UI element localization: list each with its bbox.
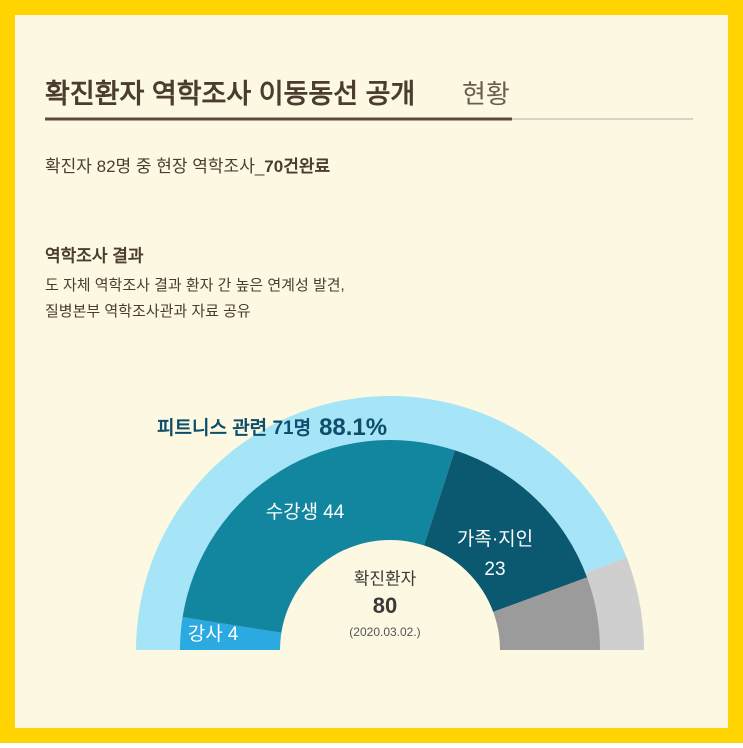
segment-name: 수강생: [266, 501, 318, 523]
inner-segment: [423, 450, 588, 612]
summary-text: 확진자 82명 중 현장 역학조사_: [45, 157, 265, 176]
section-line: 질병본부 역학조사관과 자료 공유: [45, 303, 251, 320]
segment-value: 23: [484, 559, 505, 580]
center-label: 확진환자: [354, 569, 417, 588]
segment-name: 강사: [188, 623, 223, 645]
summary-highlight: 70건완료: [264, 157, 330, 176]
segment-label: 강사 4: [188, 623, 239, 645]
segment-value: 4: [228, 624, 239, 645]
segment-value: 44: [323, 502, 345, 523]
segment-name: 가족·지인: [457, 528, 533, 550]
outer-value: 88.1%: [319, 414, 387, 441]
inner-segment: [182, 440, 455, 633]
outer-label: 피트니스 관련 71명 88.1%: [157, 414, 387, 441]
subtitle: 현황: [462, 79, 510, 109]
inner-segment: [493, 577, 600, 650]
title: 확진환자 역학조사 이동동선 공개: [45, 79, 415, 109]
inner-segment: [180, 617, 282, 650]
outer-name: 피트니스 관련 71명: [157, 417, 311, 439]
outer-segment: [136, 396, 627, 650]
section-title: 역학조사 결과: [45, 246, 144, 265]
outer-segment: [583, 557, 644, 650]
summary: 확진자 82명 중 현장 역학조사_70건완료: [45, 157, 330, 176]
section-line: 도 자체 역학조사 결과 환자 간 높은 연계성 발견,: [45, 277, 345, 294]
center-date: (2020.03.02.): [349, 625, 420, 639]
center-value: 80: [373, 593, 397, 618]
segment-label: 수강생 44: [266, 501, 345, 523]
chart: 피트니스 관련 71명 88.1% 강사 4 수강생 44 가족·지인 23 확진환자 80 (20…: [136, 396, 644, 650]
